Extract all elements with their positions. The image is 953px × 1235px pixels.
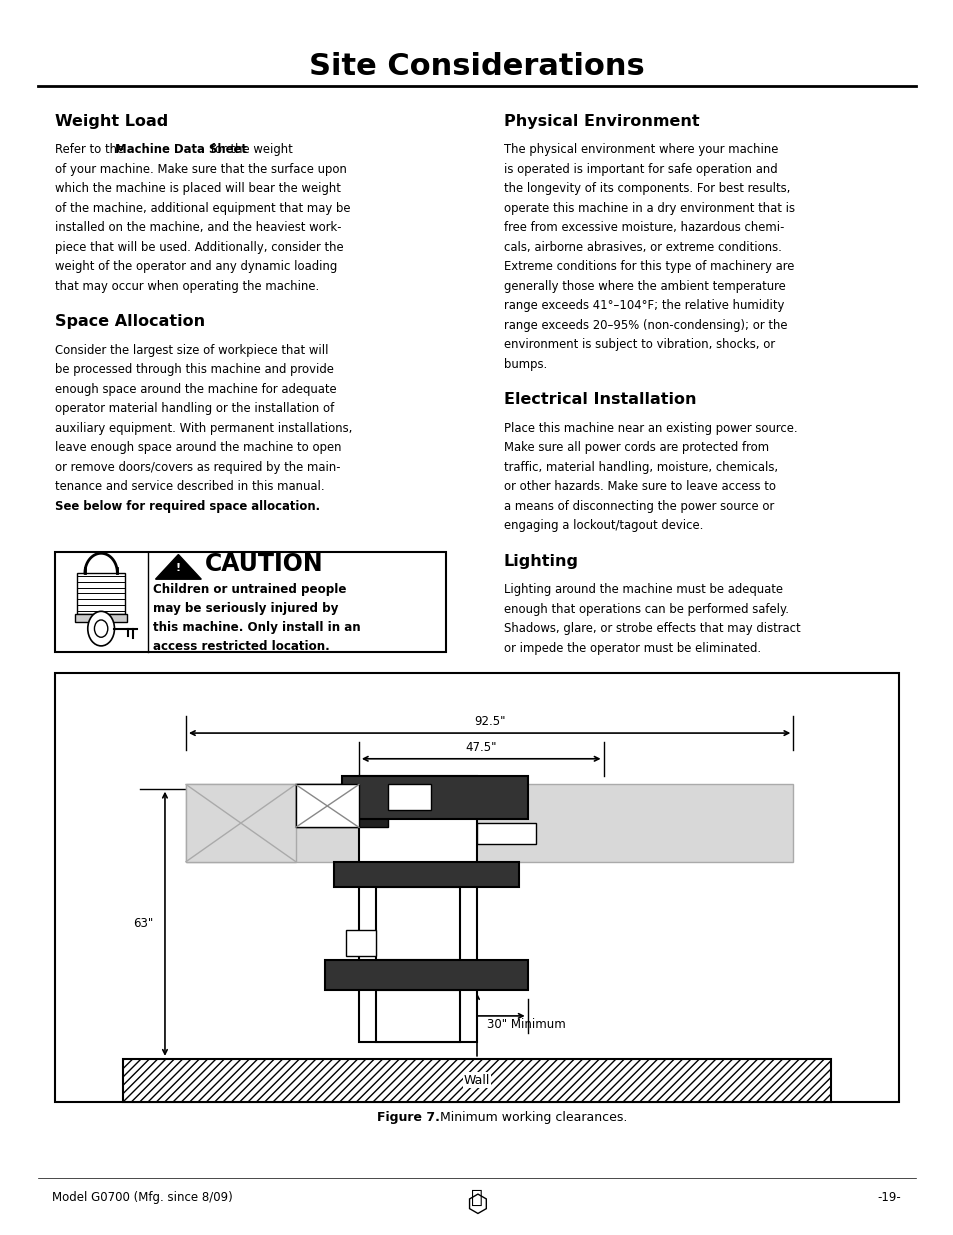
Bar — [334, 862, 518, 887]
Bar — [77, 573, 125, 614]
Text: 33": 33" — [441, 998, 461, 1011]
Text: free from excessive moisture, hazardous chemi-: free from excessive moisture, hazardous … — [503, 221, 783, 235]
Text: Machine Data Sheet: Machine Data Sheet — [115, 143, 247, 157]
Text: 🐻: 🐻 — [471, 1188, 482, 1207]
Text: operator material handling or the installation of: operator material handling or the instal… — [55, 403, 335, 415]
Bar — [375, 887, 459, 960]
Bar — [295, 784, 358, 827]
Text: Lighting: Lighting — [503, 553, 578, 569]
Text: -19-: -19- — [877, 1191, 901, 1204]
Text: installed on the machine, and the heaviest work-: installed on the machine, and the heavie… — [55, 221, 341, 235]
Text: the longevity of its components. For best results,: the longevity of its components. For bes… — [503, 183, 789, 195]
Text: or other hazards. Make sure to leave access to: or other hazards. Make sure to leave acc… — [503, 480, 775, 494]
Text: weight of the operator and any dynamic loading: weight of the operator and any dynamic l… — [55, 261, 337, 273]
Text: Wall: Wall — [463, 1073, 490, 1087]
Text: piece that will be used. Additionally, consider the: piece that will be used. Additionally, c… — [55, 241, 344, 254]
Text: of the machine, additional equipment that may be: of the machine, additional equipment tha… — [55, 201, 351, 215]
Text: cals, airborne abrasives, or extreme conditions.: cals, airborne abrasives, or extreme con… — [503, 241, 781, 254]
Text: enough space around the machine for adequate: enough space around the machine for adeq… — [55, 383, 336, 396]
Text: Make sure all power cords are protected from: Make sure all power cords are protected … — [503, 441, 768, 454]
Text: The physical environment where your machine: The physical environment where your mach… — [503, 143, 778, 157]
Text: may be seriously injured by: may be seriously injured by — [152, 601, 337, 615]
Bar — [342, 776, 527, 819]
Bar — [186, 784, 295, 862]
Text: CAUTION: CAUTION — [205, 552, 323, 577]
Text: a means of disconnecting the power source or: a means of disconnecting the power sourc… — [503, 500, 773, 513]
Text: environment is subject to vibration, shocks, or: environment is subject to vibration, sho… — [503, 338, 774, 352]
Text: leave enough space around the machine to open: leave enough space around the machine to… — [55, 441, 341, 454]
Bar — [476, 823, 536, 845]
Text: Shadows, glare, or strobe effects that may distract: Shadows, glare, or strobe effects that m… — [503, 622, 800, 636]
Text: generally those where the ambient temperature: generally those where the ambient temper… — [503, 280, 784, 293]
Bar — [346, 930, 375, 956]
Bar — [186, 784, 792, 862]
Polygon shape — [155, 555, 201, 579]
Text: !: ! — [175, 563, 181, 573]
Text: this machine. Only install in an: this machine. Only install in an — [152, 621, 360, 635]
Text: Figure 7.: Figure 7. — [376, 1112, 439, 1125]
Text: Extreme conditions for this type of machinery are: Extreme conditions for this type of mach… — [503, 261, 793, 273]
Bar — [388, 784, 430, 810]
Text: engaging a lockout/tagout device.: engaging a lockout/tagout device. — [503, 520, 702, 532]
Text: Consider the largest size of workpiece that will: Consider the largest size of workpiece t… — [55, 343, 329, 357]
Bar — [75, 614, 127, 622]
Text: that may occur when operating the machine.: that may occur when operating the machin… — [55, 280, 319, 293]
Text: Model G0700 (Mfg. since 8/09): Model G0700 (Mfg. since 8/09) — [52, 1191, 233, 1204]
Text: tenance and service described in this manual.: tenance and service described in this ma… — [55, 480, 325, 494]
Text: Physical Environment: Physical Environment — [503, 114, 699, 128]
Text: 63": 63" — [133, 918, 153, 930]
Text: Site Considerations: Site Considerations — [309, 52, 644, 80]
Text: is operated is important for safe operation and: is operated is important for safe operat… — [503, 163, 777, 175]
Text: Weight Load: Weight Load — [55, 114, 169, 128]
Text: which the machine is placed will bear the weight: which the machine is placed will bear th… — [55, 183, 341, 195]
Text: Lighting around the machine must be adequate: Lighting around the machine must be adeq… — [503, 583, 781, 597]
Text: Children or untrained people: Children or untrained people — [152, 583, 346, 597]
Bar — [295, 784, 388, 827]
Text: Electrical Installation: Electrical Installation — [503, 393, 696, 408]
Text: Space Allocation: Space Allocation — [55, 314, 205, 330]
Text: or remove doors/covers as required by the main-: or remove doors/covers as required by th… — [55, 461, 340, 474]
Bar — [123, 1058, 830, 1102]
Text: range exceeds 20–95% (non-condensing); or the: range exceeds 20–95% (non-condensing); o… — [503, 319, 786, 332]
Text: Minimum working clearances.: Minimum working clearances. — [436, 1112, 627, 1125]
Text: 30" Minimum: 30" Minimum — [486, 1018, 565, 1031]
Text: ⬡: ⬡ — [466, 1193, 487, 1216]
Text: Refer to the: Refer to the — [55, 143, 128, 157]
Text: traffic, material handling, moisture, chemicals,: traffic, material handling, moisture, ch… — [503, 461, 777, 474]
Text: for the weight: for the weight — [207, 143, 293, 157]
Bar — [55, 552, 446, 652]
Circle shape — [94, 620, 108, 637]
Text: access restricted location.: access restricted location. — [152, 640, 329, 653]
Text: of your machine. Make sure that the surface upon: of your machine. Make sure that the surf… — [55, 163, 347, 175]
Bar — [358, 776, 476, 1041]
Text: auxiliary equipment. With permanent installations,: auxiliary equipment. With permanent inst… — [55, 422, 353, 435]
Text: or impede the operator must be eliminated.: or impede the operator must be eliminate… — [503, 642, 760, 655]
Bar — [325, 960, 527, 990]
Text: enough that operations can be performed safely.: enough that operations can be performed … — [503, 603, 788, 616]
Text: range exceeds 41°–104°F; the relative humidity: range exceeds 41°–104°F; the relative hu… — [503, 299, 783, 312]
Circle shape — [88, 611, 114, 646]
Text: be processed through this machine and provide: be processed through this machine and pr… — [55, 363, 334, 377]
Text: Place this machine near an existing power source.: Place this machine near an existing powe… — [503, 422, 797, 435]
Text: operate this machine in a dry environment that is: operate this machine in a dry environmen… — [503, 201, 794, 215]
Bar — [375, 990, 459, 1041]
Text: See below for required space allocation.: See below for required space allocation. — [55, 500, 320, 513]
Text: 92.5": 92.5" — [474, 715, 505, 729]
Text: bumps.: bumps. — [503, 358, 546, 370]
Text: 47.5": 47.5" — [465, 741, 497, 753]
Bar — [55, 673, 898, 1102]
